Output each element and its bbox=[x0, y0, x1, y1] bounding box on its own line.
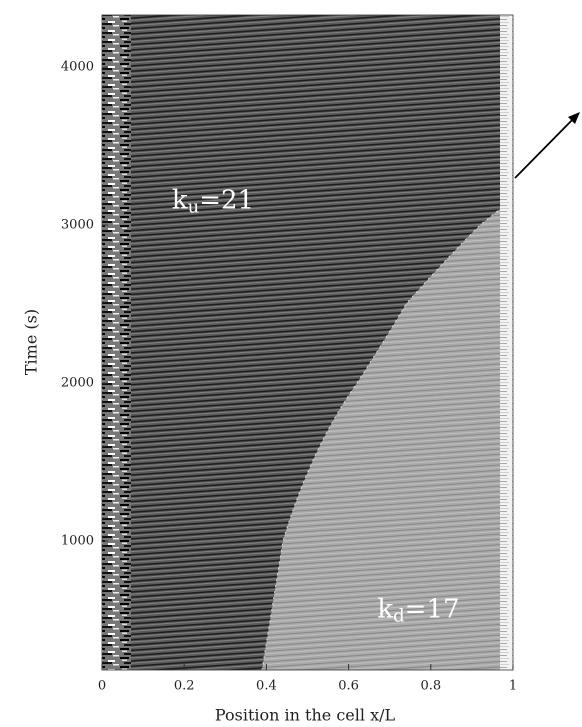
annotation-suffix: =17 bbox=[405, 595, 460, 625]
y-tick-label: 3000 bbox=[61, 218, 94, 233]
plot-frame bbox=[101, 14, 514, 671]
x-tick-label: 0 bbox=[98, 679, 106, 694]
annotation-subscript: u bbox=[188, 196, 200, 217]
x-tick-label: 0.6 bbox=[338, 679, 359, 694]
x-tick-label: 0.4 bbox=[256, 679, 277, 694]
x-tick-label: 1 bbox=[509, 679, 517, 694]
arrow bbox=[514, 113, 579, 179]
y-tick-label: 1000 bbox=[61, 534, 94, 549]
field-image bbox=[102, 15, 513, 671]
x-axis-label: Position in the cell x/L bbox=[215, 706, 396, 725]
x-tick-label: 0.2 bbox=[174, 679, 195, 694]
arrow-head bbox=[568, 112, 580, 124]
annotation-suffix: =21 bbox=[199, 185, 254, 215]
x-tick-label: 0.8 bbox=[420, 679, 441, 694]
annotation: ku=21 bbox=[172, 185, 254, 217]
y-tick-label: 4000 bbox=[61, 60, 94, 75]
annotation-base: k bbox=[377, 595, 393, 625]
y-tick-label: 2000 bbox=[61, 376, 94, 391]
y-axis-label: Time (s) bbox=[22, 309, 41, 375]
annotation: kd=17 bbox=[377, 595, 459, 627]
annotation-base: k bbox=[172, 185, 188, 215]
annotation-subscript: d bbox=[393, 606, 405, 627]
